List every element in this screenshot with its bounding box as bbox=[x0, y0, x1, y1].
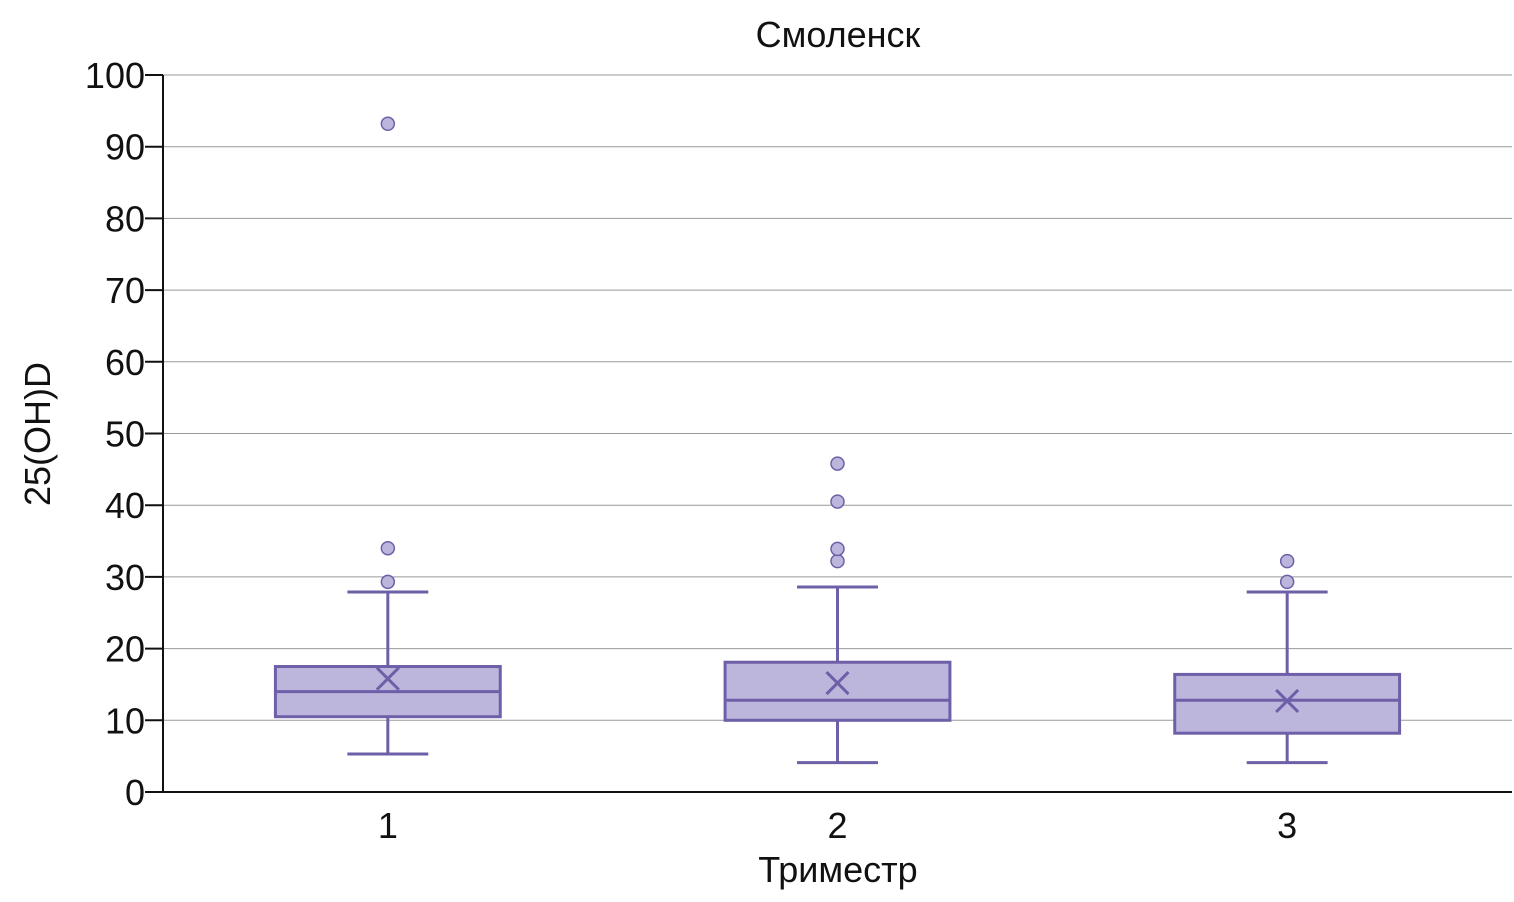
y-tick-label: 90 bbox=[105, 127, 145, 168]
box-group-1 bbox=[273, 116, 502, 756]
y-tick-label: 70 bbox=[105, 270, 145, 311]
y-tick-label: 10 bbox=[105, 700, 145, 741]
outlier-point bbox=[380, 116, 396, 132]
y-tick-label: 100 bbox=[85, 55, 145, 96]
y-axis-label: 25(OH)D bbox=[17, 362, 58, 506]
outlier-point bbox=[830, 553, 845, 569]
y-tick-label: 80 bbox=[105, 198, 145, 239]
x-tick-label: 2 bbox=[827, 805, 847, 846]
box-series bbox=[273, 116, 1402, 765]
x-tick-label: 1 bbox=[378, 805, 398, 846]
chart-title: Смоленск bbox=[756, 14, 921, 55]
y-tick-label: 30 bbox=[105, 557, 145, 598]
box-group-3 bbox=[1173, 553, 1402, 765]
y-tick-label: 0 bbox=[125, 772, 145, 813]
mean-marker bbox=[1275, 688, 1300, 714]
x-axis-label: Триместр bbox=[758, 849, 917, 890]
outlier-point bbox=[380, 574, 396, 590]
y-tick-label: 60 bbox=[105, 342, 145, 383]
y-tick-label: 20 bbox=[105, 629, 145, 670]
x-axis-ticks: 1 2 3 bbox=[378, 805, 1297, 846]
outlier-point bbox=[830, 456, 845, 471]
mean-marker bbox=[375, 666, 400, 691]
box-group-2 bbox=[723, 456, 952, 765]
iqr-box bbox=[1173, 672, 1402, 735]
outlier-point bbox=[380, 540, 396, 556]
mean-marker bbox=[825, 670, 850, 696]
iqr-box bbox=[723, 660, 952, 722]
outlier-point bbox=[830, 541, 845, 557]
outlier-point bbox=[1279, 553, 1295, 569]
y-axis-ticks: 0 10 20 30 40 50 60 70 80 90 100 bbox=[85, 55, 163, 813]
y-tick-label: 50 bbox=[105, 414, 145, 455]
outlier-point bbox=[830, 494, 845, 509]
y-tick-label: 40 bbox=[105, 485, 145, 526]
outlier-point bbox=[1279, 574, 1295, 590]
x-tick-label: 3 bbox=[1277, 805, 1297, 846]
